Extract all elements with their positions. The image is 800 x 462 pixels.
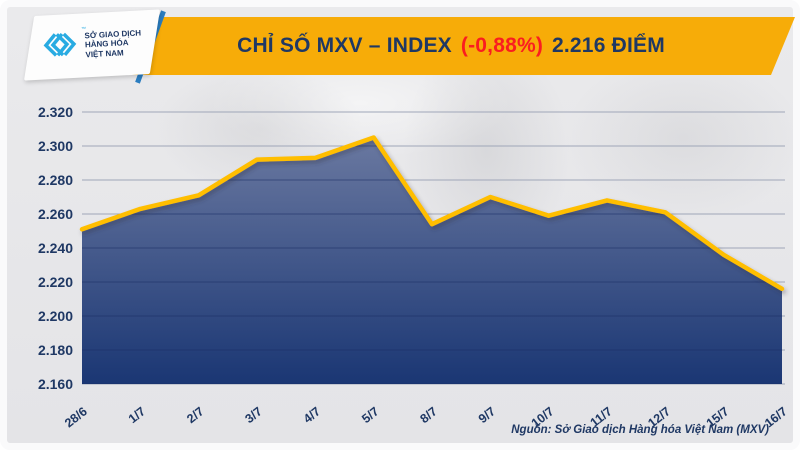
y-axis-tick-label: 2.240 xyxy=(38,240,73,256)
logo-text: SỞ GIAO DỊCH HÀNG HÓA VIỆT NAM xyxy=(84,28,142,59)
mxv-chevron-logo-icon: ™ xyxy=(38,26,86,65)
y-axis-tick-label: 2.200 xyxy=(38,308,73,324)
title-change-badge: (-0,88%) xyxy=(460,34,544,57)
x-axis-tick-label: 28/6 xyxy=(62,404,90,430)
x-axis-tick-label: 2/7 xyxy=(184,404,206,426)
mxv-logo: ™ SỞ GIAO DỊCH HÀNG HÓA VIỆT NAM xyxy=(23,9,161,81)
index-area-chart: 2.160 2.180 2.200 2.220 2.240 2.260 2.280 2.300… xyxy=(7,95,800,457)
title-main-text: CHỈ SỐ MXV – INDEX xyxy=(237,34,452,57)
title-value-text: 2.216 ĐIỂM xyxy=(552,34,665,57)
dashboard-card: CHỈ SỐ MXV – INDEX (-0,88%) 2.216 ĐIỂM ™… xyxy=(0,0,800,450)
y-axis-tick-label: 2.160 xyxy=(38,376,73,392)
x-axis-tick-label: 4/7 xyxy=(301,404,323,426)
y-axis-tick-label: 2.320 xyxy=(38,104,73,120)
x-axis-tick-label: 5/7 xyxy=(359,404,381,426)
x-axis-tick-label: 3/7 xyxy=(243,404,265,426)
x-axis-tick-label: 9/7 xyxy=(476,404,498,426)
source-attribution: Nguồn: Sở Giao dịch Hàng hóa Việt Nam (M… xyxy=(511,424,769,436)
index-line xyxy=(79,135,785,292)
y-axis-tick-label: 2.220 xyxy=(38,274,73,290)
y-axis-tick-label: 2.280 xyxy=(38,172,73,188)
y-axis-tick-label: 2.180 xyxy=(38,342,73,358)
area-fill xyxy=(82,137,782,384)
page-title: CHỈ SỐ MXV – INDEX (-0,88%) 2.216 ĐIỂM xyxy=(237,34,665,58)
title-banner: CHỈ SỐ MXV – INDEX (-0,88%) 2.216 ĐIỂM xyxy=(107,17,795,75)
y-axis-tick-label: 2.260 xyxy=(38,206,73,222)
trademark-symbol: ™ xyxy=(80,25,87,33)
chart-canvas: 2.160 2.180 2.200 2.220 2.240 2.260 2.280 2.300… xyxy=(38,104,790,430)
x-axis-tick-label: 1/7 xyxy=(126,404,148,426)
y-axis-tick-label: 2.300 xyxy=(38,138,73,154)
x-axis-tick-label: 8/7 xyxy=(418,404,440,426)
